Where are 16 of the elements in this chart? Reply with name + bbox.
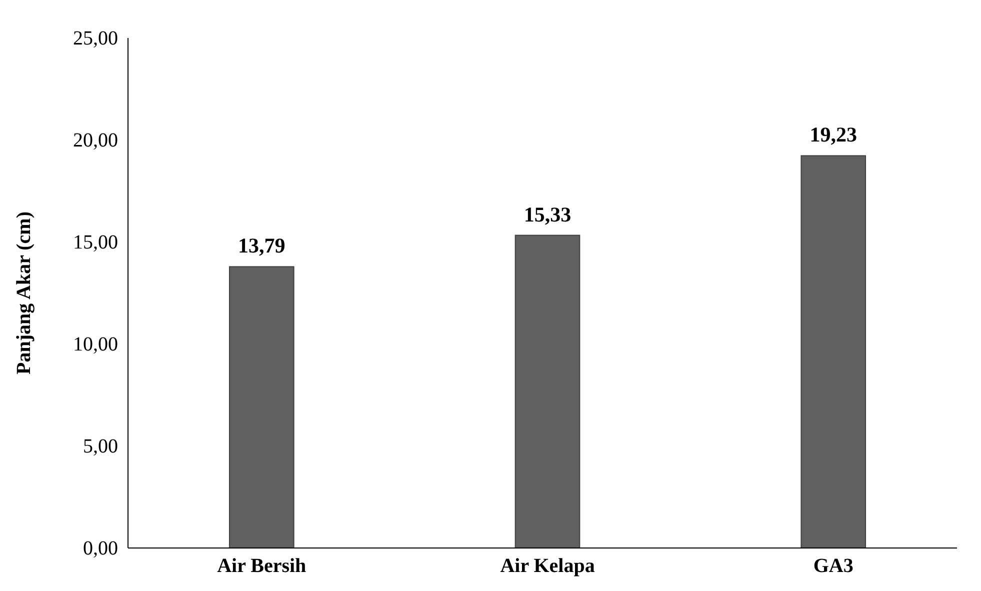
data-label: 15,33: [524, 202, 572, 226]
y-tick-label: 20,00: [73, 129, 118, 152]
y-axis-title: Panjang Akar (cm): [13, 212, 35, 374]
y-tick-label: 25,00: [73, 27, 118, 50]
y-tick-label: 10,00: [73, 333, 118, 356]
y-tick-label: 0,00: [83, 537, 118, 560]
bar: [800, 155, 866, 548]
x-tick-label: Air Bersih: [217, 555, 306, 578]
data-label: 19,23: [810, 122, 857, 147]
x-tick-label: Air Kelapa: [500, 555, 595, 578]
bar: [228, 266, 294, 548]
x-tick-label: GA3: [813, 555, 854, 578]
bar: [514, 234, 580, 548]
y-tick-label: 15,00: [73, 231, 118, 254]
y-tick-label: 5,00: [83, 435, 118, 458]
data-label: 13,79: [238, 234, 286, 258]
